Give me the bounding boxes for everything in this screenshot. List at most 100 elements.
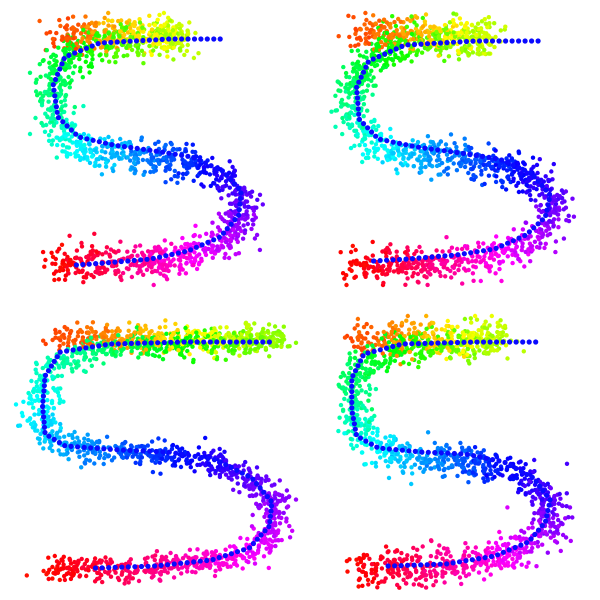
scatter-point [206, 246, 211, 252]
scatter-point [103, 352, 109, 357]
scatter-point [447, 249, 452, 254]
scatter-point [263, 345, 268, 351]
scatter-point [223, 179, 229, 184]
scatter-point [100, 579, 105, 585]
principal-curve-point [496, 38, 502, 44]
principal-curve-point [409, 143, 415, 149]
principal-curve-point [483, 38, 489, 44]
scatter-point [157, 325, 162, 330]
scatter-point [343, 89, 348, 94]
principal-curve-point [399, 43, 405, 50]
scatter-point [67, 85, 73, 90]
scatter-point [103, 164, 109, 169]
scatter-point [99, 149, 105, 154]
principal-curve-point [179, 451, 185, 457]
scatter-point [170, 41, 175, 46]
scatter-point [27, 131, 33, 137]
scatter-point [100, 58, 105, 63]
scatter-point [398, 19, 403, 24]
principal-curve-point [460, 150, 466, 156]
scatter-point [206, 461, 212, 466]
scatter-point [68, 151, 73, 157]
scatter-point [273, 543, 278, 549]
scatter-point [419, 249, 424, 255]
scatter-point [132, 20, 137, 25]
principal-curve-point [121, 144, 127, 150]
scatter-point [245, 204, 251, 210]
scatter-point [46, 555, 51, 560]
principal-curve-point [42, 429, 48, 436]
scatter-point [147, 22, 152, 28]
scatter-point [449, 245, 455, 250]
scatter-point [27, 70, 33, 76]
scatter-point [240, 566, 245, 571]
principal-curve-point [102, 140, 109, 146]
principal-curve-point [416, 255, 422, 261]
scatter-point [37, 61, 42, 67]
scatter-point [247, 486, 252, 492]
scatter-point [187, 252, 192, 257]
scatter-point [448, 268, 453, 274]
scatter-point [92, 254, 97, 259]
scatter-point [543, 241, 548, 246]
scatter-point [27, 396, 32, 401]
scatter-point [55, 142, 60, 148]
scatter-point [183, 149, 189, 154]
scatter-point [58, 82, 64, 87]
scatter-point [111, 54, 117, 60]
scatter-point [556, 225, 561, 230]
scatter-point [376, 37, 381, 42]
scatter-point [443, 35, 448, 40]
scatter-point [445, 172, 450, 177]
scatter-point [106, 23, 111, 28]
scatter-point [223, 458, 229, 463]
scatter-point [63, 452, 69, 457]
scatter-point [293, 497, 299, 502]
scatter-point [564, 218, 569, 223]
scatter-point [438, 139, 443, 144]
scatter-point [253, 215, 258, 220]
scatter-point [223, 239, 229, 245]
scatter-point [125, 345, 130, 350]
scatter-point [428, 272, 433, 277]
scatter-point [448, 132, 454, 137]
scatter-point [414, 52, 419, 58]
scatter-point [202, 450, 207, 456]
scatter-point [363, 155, 369, 161]
scatter-point [252, 236, 258, 241]
scatter-point [457, 16, 463, 21]
principal-curve-point [198, 454, 205, 461]
scatter-point [77, 69, 83, 74]
scatter-point [456, 161, 462, 166]
principal-curve-point [220, 230, 227, 236]
scatter-point [190, 344, 195, 349]
scatter-point [66, 432, 72, 438]
scatter-point [84, 573, 89, 579]
scatter-point [370, 92, 375, 97]
scatter-point [176, 566, 181, 572]
scatter-point [204, 231, 209, 236]
scatter-point [362, 142, 368, 148]
scatter-point [372, 118, 377, 124]
scatter-point [476, 240, 481, 245]
principal-curve-point [115, 341, 121, 347]
scatter-point [27, 417, 32, 422]
scatter-point [202, 170, 207, 175]
scatter-point [94, 157, 99, 162]
scatter-point [64, 36, 69, 41]
scatter-point [92, 461, 97, 466]
principal-curve-point [94, 445, 100, 451]
scatter-point [466, 267, 471, 273]
scatter-point [347, 267, 352, 272]
scatter-point [24, 573, 29, 578]
scatter-point [167, 347, 172, 352]
principal-curve-point [182, 249, 188, 255]
scatter-point [173, 321, 178, 327]
principal-curve-point [133, 448, 140, 454]
scatter-point [413, 26, 419, 31]
principal-curve-point [68, 127, 74, 133]
scatter-point [68, 257, 73, 263]
scatter-point [168, 550, 173, 556]
scatter-point [175, 174, 180, 179]
